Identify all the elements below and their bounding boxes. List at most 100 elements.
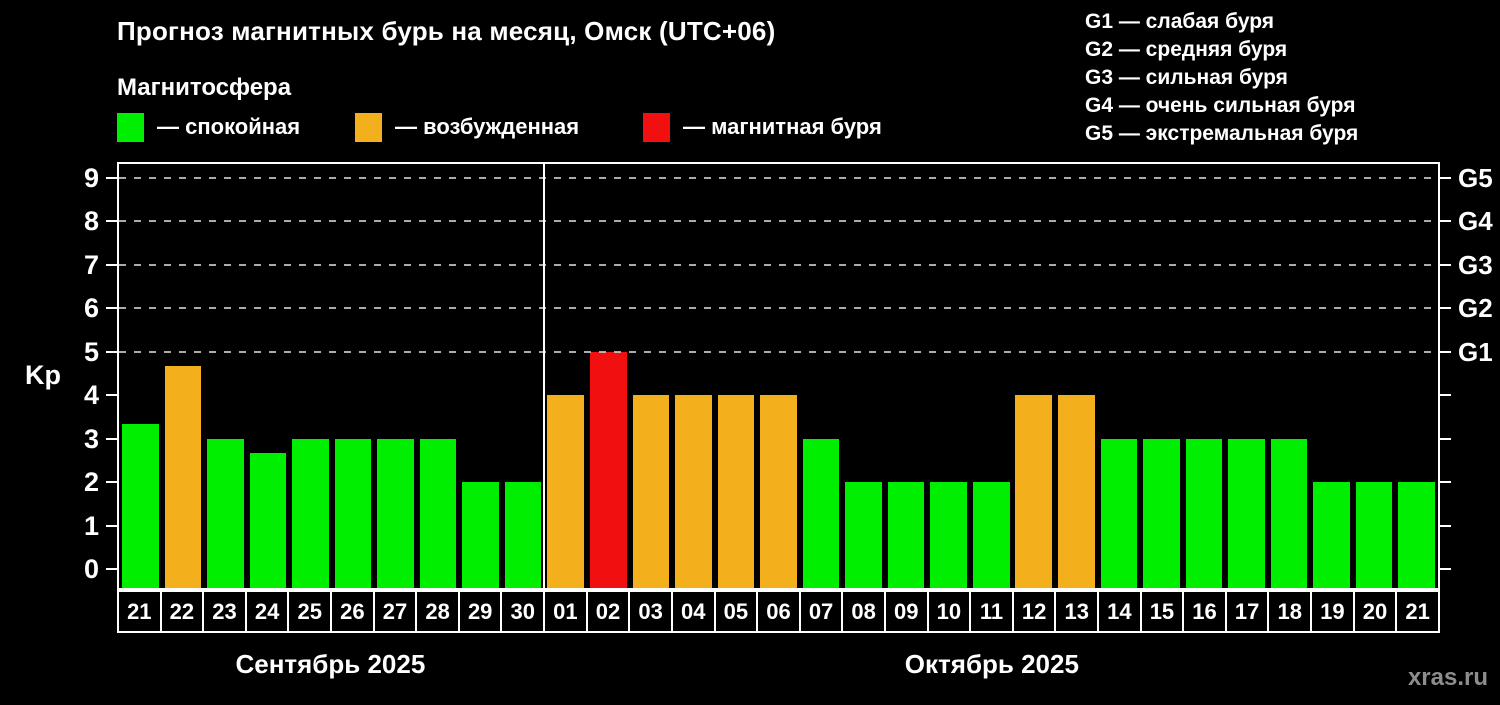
right-tick-kp0 — [1439, 568, 1451, 570]
bar-slot-02 — [587, 164, 630, 588]
right-axis-label-g1: G1 — [1458, 336, 1493, 367]
kp-bar-18 — [1270, 438, 1308, 588]
left-tick-kp1 — [106, 524, 118, 527]
bar-slot-29 — [459, 164, 502, 588]
bar-slot-12 — [1012, 164, 1055, 588]
day-cell-11: 11 — [969, 592, 1012, 631]
day-cell-01: 01 — [543, 592, 586, 631]
kp-bar-07 — [802, 438, 840, 588]
legend-item-quiet: — спокойная — [117, 112, 300, 142]
day-cell-24: 24 — [244, 592, 288, 631]
kp-bar-15 — [1143, 438, 1180, 588]
y-tick-label-6: 6 — [83, 293, 99, 323]
day-cell-02: 02 — [585, 592, 629, 631]
day-cell-03: 03 — [628, 592, 671, 631]
bar-slot-21 — [1395, 164, 1438, 588]
day-cell-14: 14 — [1097, 592, 1140, 631]
kp-bar-17 — [1228, 438, 1265, 588]
day-cell-30: 30 — [500, 592, 543, 631]
kp-bar-16 — [1185, 438, 1223, 588]
day-cell-28: 28 — [415, 592, 458, 631]
right-tick-kp4 — [1439, 394, 1451, 396]
bar-slot-08 — [842, 164, 885, 588]
y-axis-label: Kp — [25, 360, 61, 390]
kp-bar-12 — [1015, 395, 1053, 588]
day-cell-15: 15 — [1139, 592, 1183, 631]
kp-bar-27 — [377, 438, 414, 588]
day-cell-09: 09 — [883, 592, 927, 631]
kp-bar-04 — [675, 395, 712, 588]
y-tick-label-3: 3 — [83, 423, 99, 454]
page-title: Прогноз магнитных бурь на месяц, Омск (U… — [117, 16, 776, 46]
quiet-color-swatch — [117, 112, 144, 142]
day-cell-10: 10 — [926, 592, 970, 631]
g2-legend-line: G2 — средняя буря — [1085, 38, 1288, 61]
right-tick-kp5 — [1439, 350, 1451, 353]
legend-item-storm: — магнитная буря — [643, 112, 882, 142]
day-cell-05: 05 — [713, 592, 757, 631]
day-cell-06: 06 — [756, 592, 799, 631]
day-cell-21: 21 — [127, 598, 152, 624]
right-axis-label-g5: G5 — [1458, 162, 1493, 193]
bar-slot-28 — [417, 164, 460, 588]
y-tick-label-7: 7 — [83, 249, 99, 280]
gridline-kp9 — [119, 176, 1438, 179]
excited-color-swatch — [355, 112, 382, 142]
left-tick-kp7 — [106, 263, 118, 266]
y-tick-label-5: 5 — [83, 336, 99, 367]
bar-slot-09 — [885, 164, 928, 588]
bar-slot-22 — [162, 164, 205, 588]
left-tick-kp4 — [106, 394, 118, 396]
kp-bar-08 — [845, 482, 882, 588]
kp-bar-20 — [1355, 482, 1393, 588]
storm-scale-legend: G1 — слабая буря G2 — средняя буря G3 — … — [1085, 8, 1358, 148]
kp-bar-25 — [292, 438, 329, 588]
bar-slot-11 — [970, 164, 1013, 588]
kp-bar-19 — [1313, 482, 1350, 588]
watermark: xras.ru — [1407, 664, 1488, 691]
day-cell-18: 18 — [1267, 592, 1310, 631]
bar-slot-13 — [1055, 164, 1098, 588]
right-tick-kp9 — [1439, 176, 1451, 179]
kp-bar-14 — [1100, 438, 1138, 588]
bar-slot-26 — [332, 164, 375, 588]
right-tick-kp1 — [1439, 524, 1451, 527]
kp-bar-28 — [419, 438, 457, 588]
right-tick-kp7 — [1439, 263, 1451, 266]
kp-bar-23 — [207, 438, 244, 588]
day-cell-27: 27 — [372, 592, 416, 631]
left-tick-kp0 — [106, 568, 118, 570]
day-cell-23: 23 — [202, 592, 245, 631]
bar-slot-30 — [502, 164, 545, 588]
legend-item-excited: — возбужденная — [355, 112, 579, 142]
y-tick-label-1: 1 — [83, 510, 99, 541]
left-tick-kp2 — [106, 481, 118, 483]
g5-legend-line: G5 — экстремальная буря — [1085, 122, 1359, 145]
day-cell-17: 17 — [1224, 592, 1268, 631]
kp-bar-26 — [334, 438, 372, 588]
bar-slot-17 — [1225, 164, 1268, 588]
left-tick-kp5 — [106, 350, 118, 353]
left-tick-kp6 — [106, 307, 118, 309]
left-tick-kp9 — [106, 176, 118, 179]
kp-bar-30 — [504, 482, 542, 588]
bar-slot-01 — [544, 164, 587, 588]
bar-slot-18 — [1268, 164, 1311, 588]
g1-legend-line: G1 — слабая буря — [1085, 10, 1275, 33]
day-axis-row: 21 22 23 24 25 26 27 28 29 30 01 02 03 04 05 06 07 08 09 10… — [117, 590, 1440, 633]
day-cell-25: 25 — [287, 592, 330, 631]
bar-slot-05 — [715, 164, 758, 588]
right-axis-label-g2: G2 — [1458, 293, 1493, 323]
day-cell-12: 12 — [1011, 592, 1055, 631]
y-tick-label-4: 4 — [83, 380, 99, 410]
bar-slot-23 — [204, 164, 247, 588]
y-tick-label-9: 9 — [83, 162, 99, 193]
day-cell-29: 29 — [457, 592, 501, 631]
kp-bar-24 — [249, 452, 287, 588]
y-tick-label-0: 0 — [83, 554, 99, 584]
kp-bar-02 — [590, 351, 627, 588]
gridline-kp7 — [119, 263, 1438, 266]
bar-slot-07 — [800, 164, 843, 588]
gridline-kp6 — [119, 307, 1438, 309]
bar-slot-20 — [1353, 164, 1396, 588]
